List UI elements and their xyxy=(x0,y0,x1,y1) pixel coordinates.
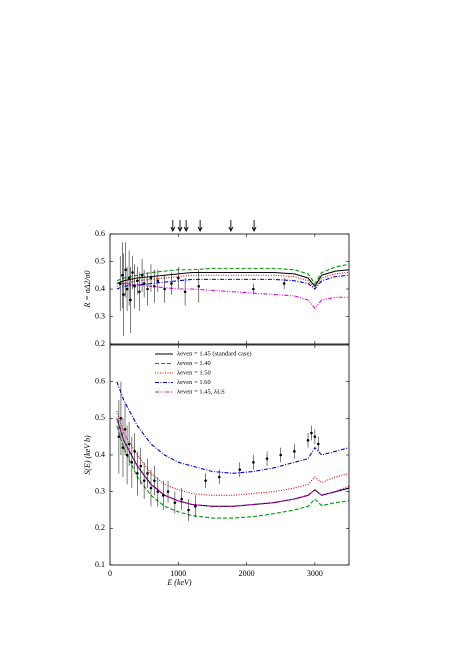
y-tick-label: 0.6 xyxy=(95,376,105,385)
series-line xyxy=(116,425,349,519)
data-point xyxy=(125,453,129,457)
x-tick-label: 3000 xyxy=(307,569,323,578)
arrow xyxy=(170,220,176,233)
y-tick-label: 0.4 xyxy=(95,450,105,459)
data-point xyxy=(138,290,141,294)
data-point xyxy=(140,273,144,277)
data-point xyxy=(130,461,134,464)
data-point xyxy=(156,279,160,283)
data-point xyxy=(282,282,286,285)
series-line xyxy=(116,418,349,507)
data-point xyxy=(197,284,201,288)
data-point xyxy=(176,276,180,280)
data-point xyxy=(149,486,153,490)
y-axis-label: S(E) (keV b) xyxy=(83,435,92,475)
data-point xyxy=(153,479,156,482)
arrow xyxy=(177,220,183,233)
y-tick-label: 0.5 xyxy=(95,413,105,422)
data-point xyxy=(133,450,136,453)
data-point xyxy=(117,435,121,438)
series-line xyxy=(116,263,349,285)
data-point xyxy=(183,290,187,294)
data-point xyxy=(146,287,149,291)
x-tick-label: 0 xyxy=(108,569,112,578)
legend-label: λeven = 1.60 xyxy=(177,379,211,386)
data-point xyxy=(142,479,146,482)
arrow xyxy=(183,220,189,233)
data-point xyxy=(136,472,139,475)
data-point xyxy=(187,508,190,512)
series-line xyxy=(116,274,349,290)
data-point xyxy=(204,479,207,482)
data-point xyxy=(129,298,132,302)
data-point xyxy=(265,457,269,460)
x-tick-label: 1000 xyxy=(170,569,186,578)
data-point xyxy=(293,450,296,453)
y-tick-label: 0.4 xyxy=(95,284,105,293)
series-line xyxy=(116,271,349,290)
data-point xyxy=(131,271,134,274)
data-point xyxy=(173,501,177,504)
data-point xyxy=(120,273,124,277)
data-point xyxy=(170,282,173,285)
y-tick-label: 0.3 xyxy=(95,486,105,495)
legend-label: λeven = 1.45 (standard case) xyxy=(177,350,252,357)
data-point xyxy=(156,490,160,493)
data-point xyxy=(146,472,149,475)
x-tick-label: 2000 xyxy=(239,569,255,578)
y-tick-label: 0.3 xyxy=(95,311,105,320)
data-point xyxy=(133,284,136,288)
series-line xyxy=(116,381,349,474)
data-point xyxy=(163,287,166,291)
data-point xyxy=(139,464,143,468)
legend-label: λeven = 1.40 xyxy=(177,360,211,367)
data-point xyxy=(123,428,127,431)
data-point xyxy=(166,490,170,493)
data-point xyxy=(316,442,320,446)
x-axis-label: E (keV) xyxy=(166,578,192,587)
data-point xyxy=(119,417,123,420)
series-line xyxy=(116,410,349,496)
arrow xyxy=(251,220,257,233)
data-point xyxy=(306,439,310,442)
series-line xyxy=(116,418,349,507)
data-point xyxy=(142,282,146,285)
data-point xyxy=(153,284,156,288)
y-axis-label: R = σΔ2/σ0 xyxy=(83,270,92,308)
legend-label: λeven = 1.50 xyxy=(177,369,211,376)
data-point xyxy=(161,494,165,497)
y-tick-label: 0.5 xyxy=(95,256,105,265)
data-point xyxy=(217,475,221,479)
data-point xyxy=(238,468,242,471)
data-point xyxy=(136,279,139,283)
y-tick-label: 0.1 xyxy=(95,560,105,569)
data-point xyxy=(252,461,255,464)
data-point xyxy=(180,497,183,501)
series-line xyxy=(116,269,349,288)
data-point xyxy=(127,276,131,280)
data-point xyxy=(313,435,317,438)
arrow xyxy=(228,220,234,233)
y-tick-label: 0.2 xyxy=(95,339,105,348)
data-point xyxy=(127,442,131,446)
data-point xyxy=(122,293,125,296)
data-point xyxy=(252,287,255,291)
series-line xyxy=(116,282,349,310)
data-point xyxy=(149,276,153,280)
data-point xyxy=(279,453,283,457)
y-tick-label: 0.2 xyxy=(95,523,105,532)
data-point xyxy=(194,505,197,508)
data-point xyxy=(125,287,129,291)
plot-frame xyxy=(109,344,350,566)
y-tick-label: 0.6 xyxy=(95,229,105,238)
plot-frame xyxy=(109,233,350,345)
data-point xyxy=(124,268,128,272)
arrow xyxy=(197,220,203,233)
data-point xyxy=(118,282,122,285)
legend-label: λeven = 1.45, λLS xyxy=(177,388,225,395)
data-point xyxy=(310,431,313,435)
data-point xyxy=(121,446,125,449)
